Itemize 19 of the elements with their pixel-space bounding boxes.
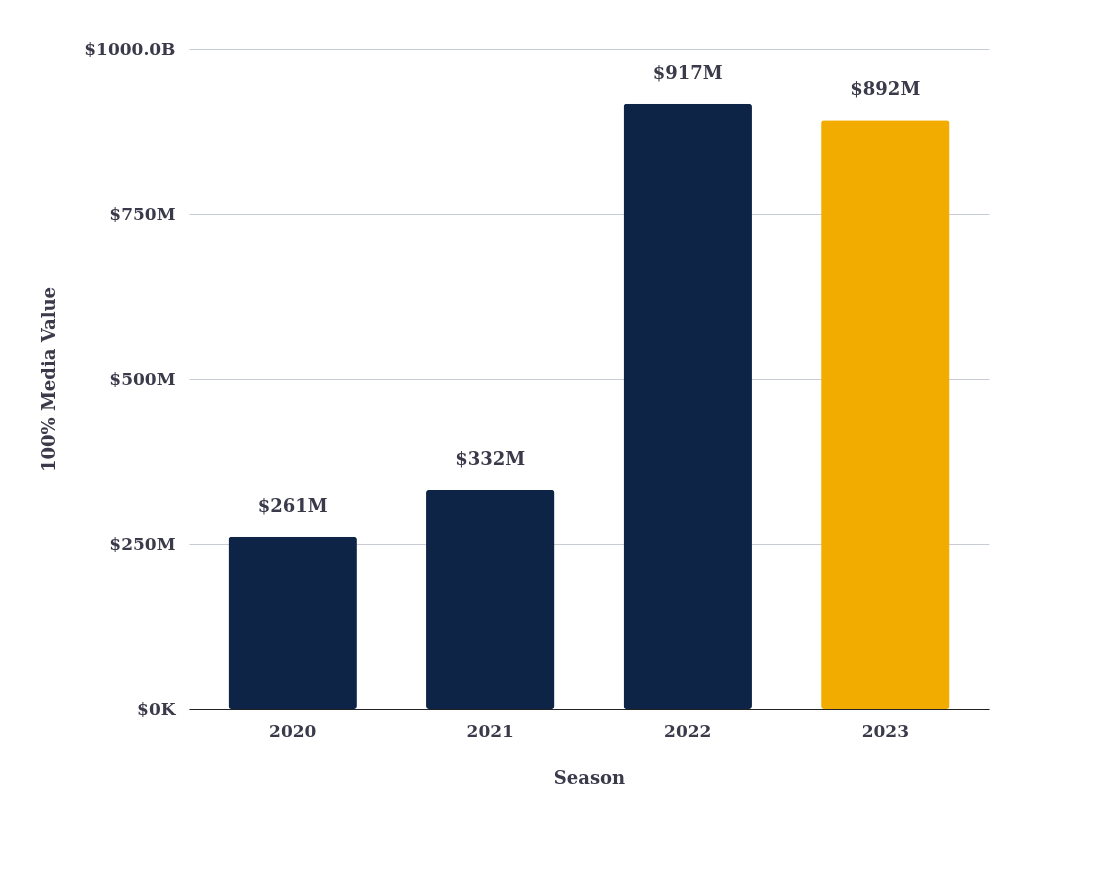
y-axis-title: 100% Media Value xyxy=(38,286,60,473)
data-label: $892M xyxy=(850,78,921,100)
y-tick-label: $500M xyxy=(109,368,176,389)
bar xyxy=(426,489,555,709)
y-tick-label: $250M xyxy=(109,533,176,554)
data-label: $261M xyxy=(257,494,328,516)
x-axis-title: Season xyxy=(553,766,626,788)
data-label: $917M xyxy=(652,61,723,83)
data-label: $332M xyxy=(455,447,526,469)
bar xyxy=(228,536,357,709)
x-tick-label: 2021 xyxy=(466,720,514,741)
bar xyxy=(623,103,752,709)
y-tick-label: $1000.0B xyxy=(84,38,176,59)
x-tick-label: 2020 xyxy=(269,720,317,741)
x-tick-label: 2023 xyxy=(861,720,909,741)
y-tick-label: $0K xyxy=(137,698,177,719)
y-tick-label: $750M xyxy=(109,203,176,224)
x-tick-label: 2022 xyxy=(664,720,712,741)
bar xyxy=(821,120,950,709)
